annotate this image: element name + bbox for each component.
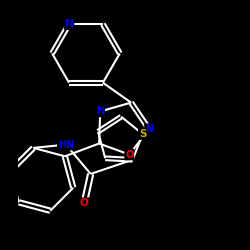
Text: HN: HN xyxy=(58,140,74,150)
Text: N: N xyxy=(145,124,153,134)
Text: O: O xyxy=(80,198,88,208)
Text: O: O xyxy=(125,150,134,160)
Text: N: N xyxy=(65,19,74,29)
Text: S: S xyxy=(139,129,146,139)
Text: N: N xyxy=(96,106,104,117)
